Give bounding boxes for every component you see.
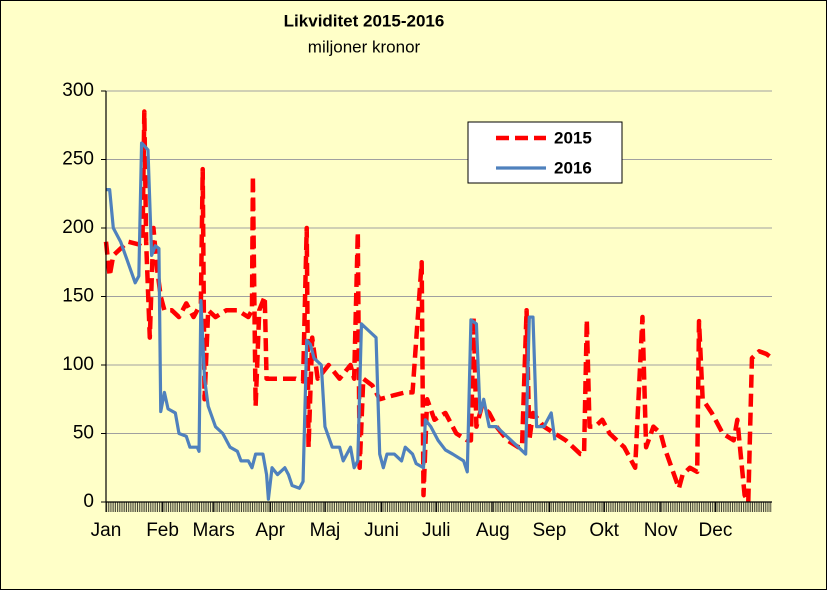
y-tick-label: 100 (62, 354, 94, 375)
x-tick-label: Feb (146, 520, 179, 541)
y-tick-label: 250 (62, 149, 94, 170)
legend: 2015 2016 (467, 121, 623, 184)
y-tick-label: 300 (62, 80, 94, 101)
x-tick-label: Okt (589, 520, 619, 541)
lines (103, 109, 774, 505)
legend-label: 2016 (554, 158, 592, 177)
x-tick-label: Mars (193, 520, 235, 541)
x-tick-label: Apr (255, 520, 285, 541)
x-tick-label: Sep (532, 520, 566, 541)
x-tick-label: Jan (91, 520, 122, 541)
y-tick-label: 0 (83, 491, 94, 512)
x-tick-label: Maj (310, 520, 341, 541)
line-2015 (103, 109, 774, 505)
x-tick-label: Dec (699, 520, 733, 541)
y-tick-label: 200 (62, 217, 94, 238)
x-tick-label: Juni (364, 520, 399, 541)
x-tick-label: Nov (644, 520, 678, 541)
legend-box (467, 121, 623, 184)
legend-label: 2015 (554, 128, 592, 147)
chart-title: Likviditet 2015-2016 (284, 11, 445, 30)
x-tick-label: Aug (476, 520, 510, 541)
y-tick-label: 50 (73, 423, 94, 444)
minor-ticks (106, 502, 772, 512)
line-2016 (106, 141, 557, 501)
x-tick-label: Juli (422, 520, 451, 541)
chart-subtitle: miljoner kronor (308, 37, 421, 56)
y-tick-label: 150 (62, 286, 94, 307)
